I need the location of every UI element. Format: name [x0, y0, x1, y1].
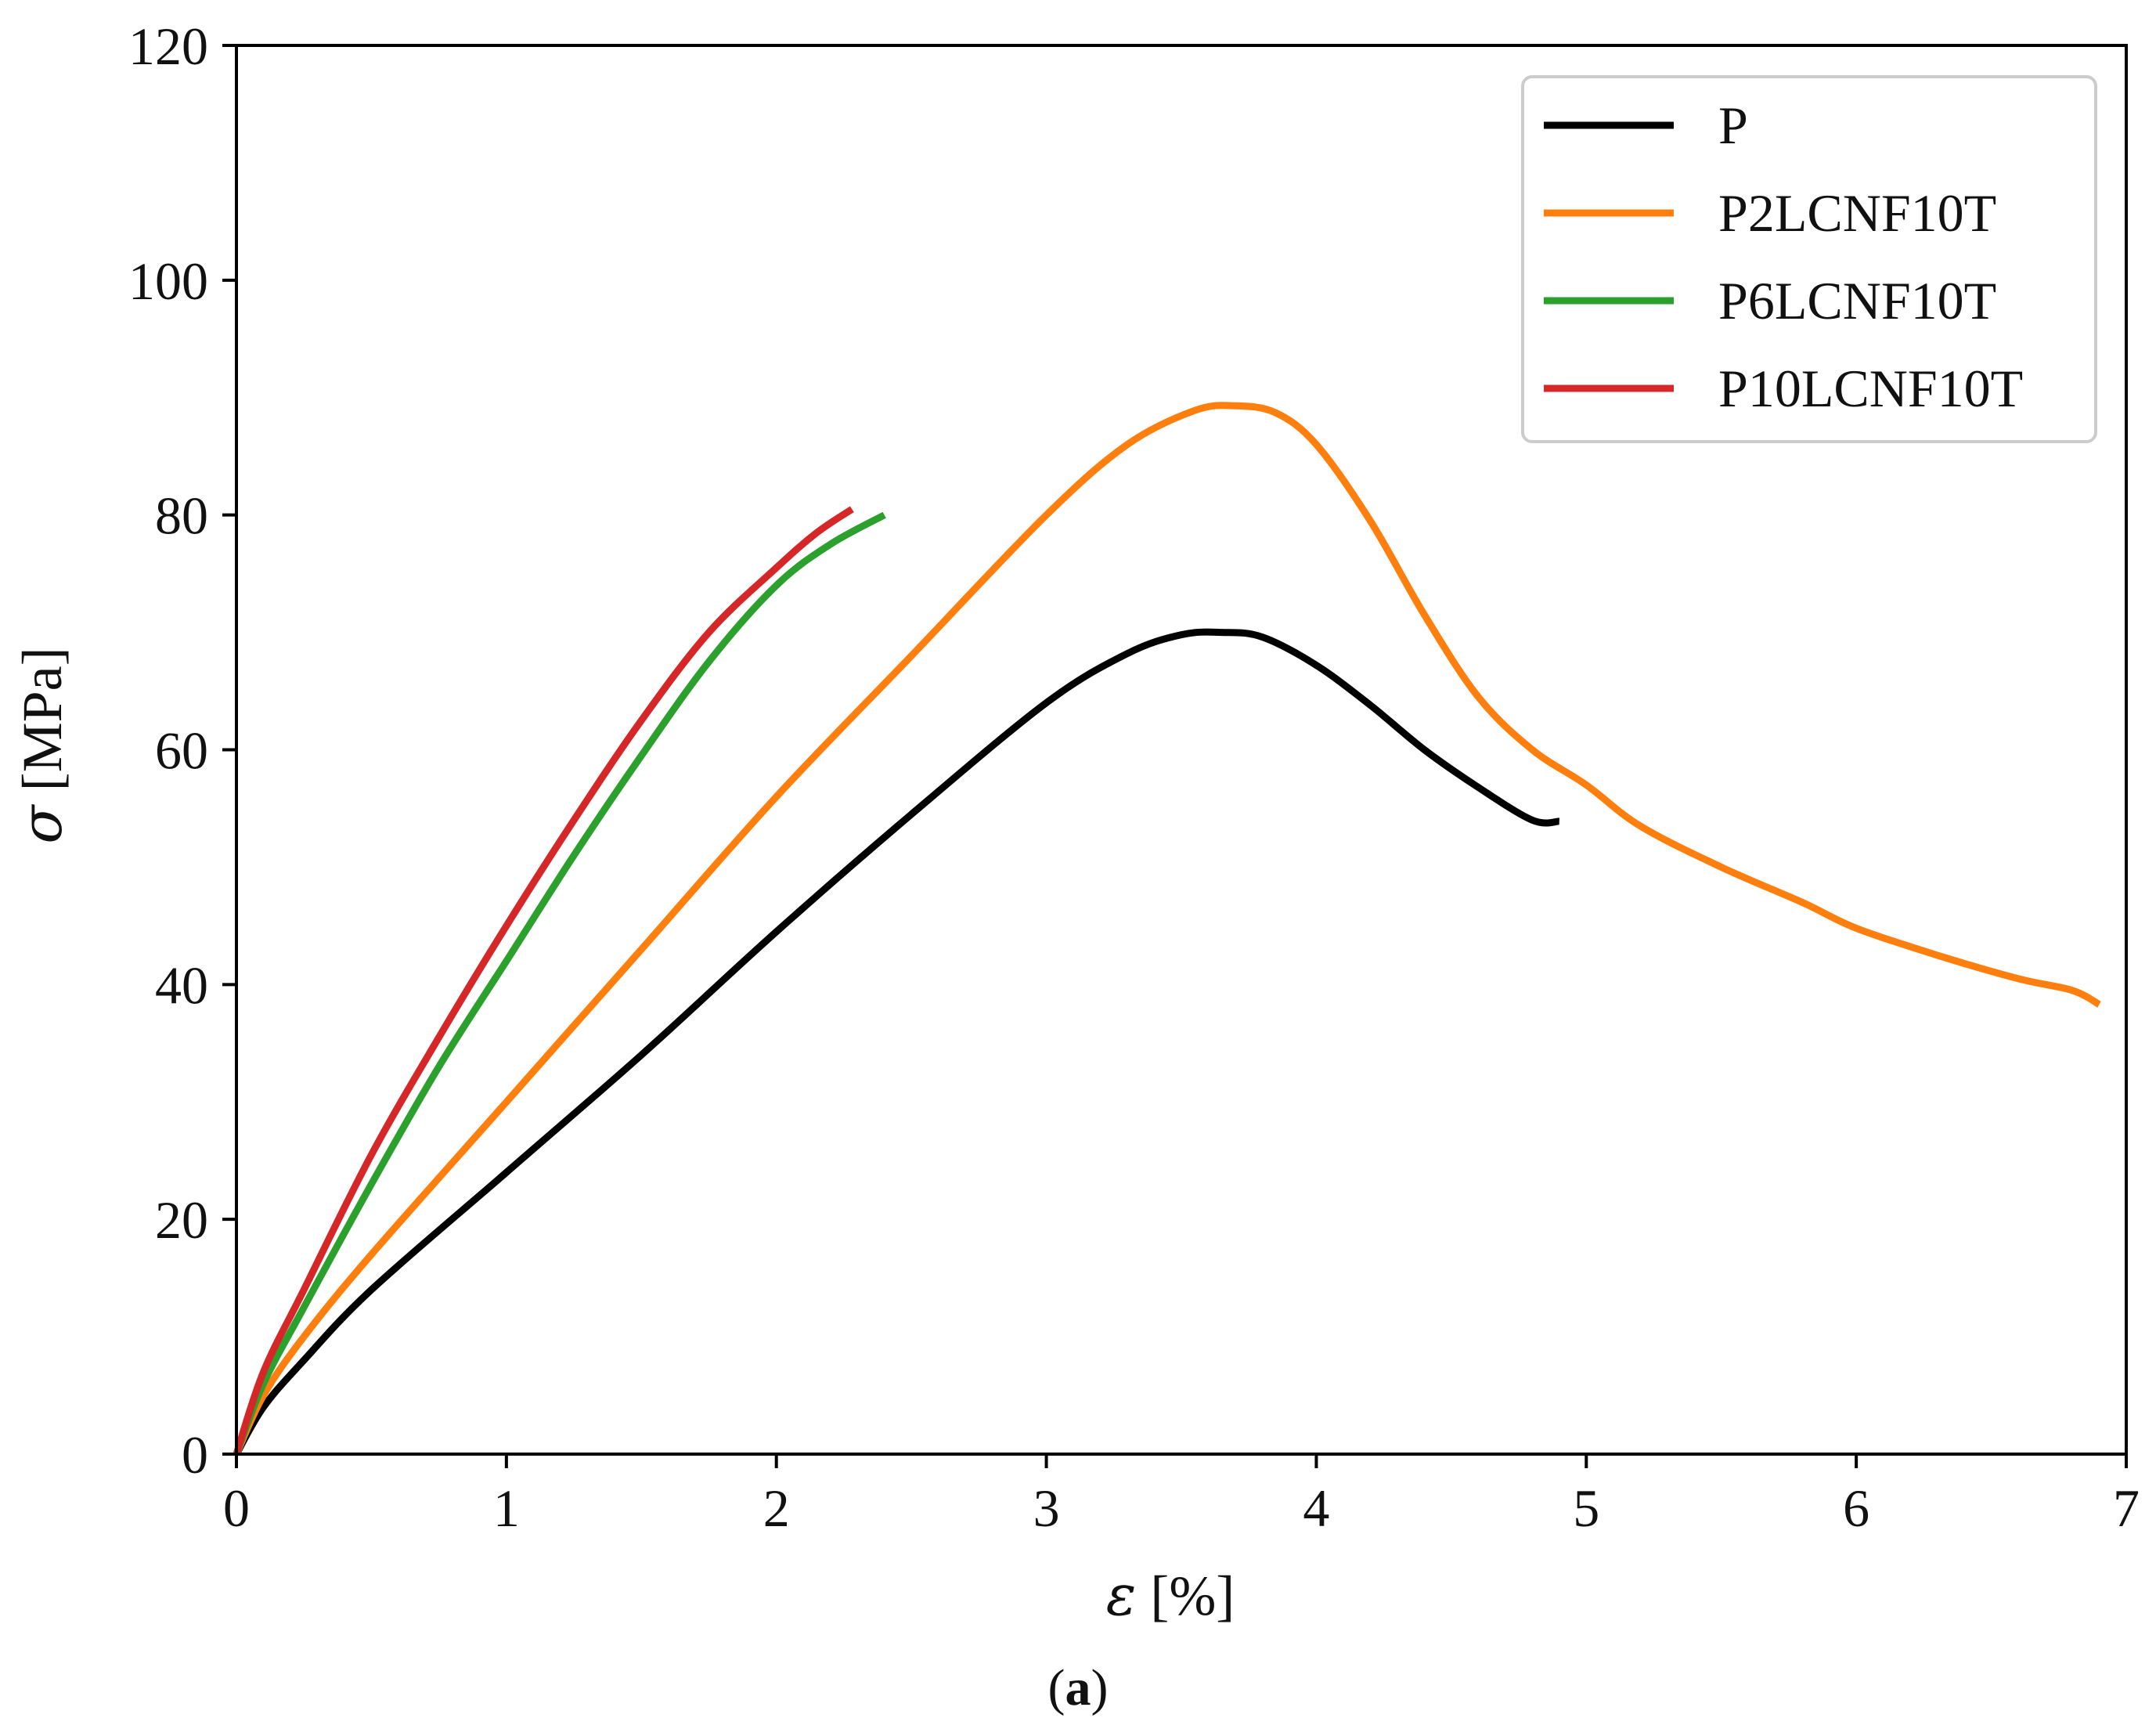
series-layer: [233, 402, 2101, 1456]
y-tick-label: 40: [155, 955, 208, 1015]
y-axis-unit: [MPa]: [11, 647, 74, 805]
y-tick-label: 0: [182, 1425, 208, 1485]
figure-caption: (a): [1048, 1659, 1109, 1716]
caption-open-paren: (: [1048, 1659, 1065, 1716]
x-tick-label: 6: [1843, 1478, 1869, 1538]
y-tick-label: 20: [155, 1190, 208, 1250]
x-tick-label: 0: [223, 1478, 250, 1538]
legend-label-p2lcnf10t: P2LCNF10T: [1718, 183, 1996, 243]
legend-label-p6lcnf10t: P6LCNF10T: [1718, 271, 1996, 330]
legend-label-p: P: [1718, 96, 1748, 155]
x-tick-label: 4: [1303, 1478, 1329, 1538]
x-tick-label: 2: [763, 1478, 790, 1538]
caption-close-paren: ): [1091, 1659, 1109, 1716]
series-line-p: [233, 628, 1560, 1456]
series-line-p6lcnf10t: [233, 511, 886, 1456]
legend-label-p10lcnf10t: P10LCNF10T: [1718, 359, 2023, 418]
x-tick-label: 3: [1033, 1478, 1060, 1538]
y-axis-ticks: 0 20 40 60 80 100 120: [128, 16, 236, 1485]
x-tick-label: 1: [493, 1478, 520, 1538]
y-axis-symbol: σ: [9, 804, 74, 844]
legend-items: P P2LCNF10T P6LCNF10T P10LCNF10T: [1544, 96, 2023, 418]
x-axis-unit: [%]: [1136, 1565, 1235, 1627]
series-line-p2lcnf10t: [233, 402, 2101, 1456]
y-tick-label: 60: [155, 721, 208, 781]
legend-box: [1521, 75, 2097, 443]
y-tick-label: 100: [128, 251, 208, 311]
x-axis-label: ε [%]: [1106, 1562, 1235, 1628]
y-tick-label: 120: [128, 16, 208, 76]
x-tick-label: 7: [2113, 1478, 2140, 1538]
x-axis-symbol: ε: [1106, 1562, 1137, 1628]
x-tick-label: 5: [1573, 1478, 1599, 1538]
y-axis-label: σ [MPa]: [9, 647, 74, 843]
series-line-p10lcnf10t: [233, 506, 854, 1456]
x-axis-ticks: 0 1 2 3 4 5 6 7: [223, 1454, 2140, 1538]
legend: P P2LCNF10T P6LCNF10T P10LCNF10T: [1521, 75, 2097, 443]
caption-letter: a: [1065, 1659, 1091, 1716]
y-tick-label: 80: [155, 486, 208, 546]
